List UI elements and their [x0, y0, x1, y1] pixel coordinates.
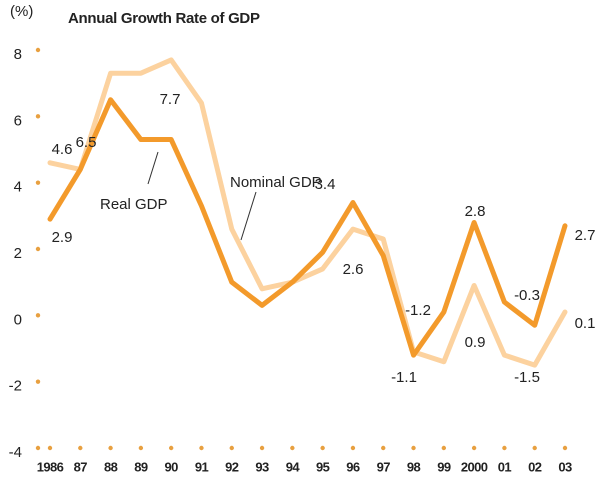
x-tick-label: 94 [286, 459, 301, 474]
y-unit: (%) [10, 3, 33, 20]
x-tick-label: 1986 [37, 459, 64, 474]
data-label: -1.5 [514, 369, 540, 386]
x-tick-label: 95 [316, 459, 330, 474]
x-tick-mark [320, 445, 325, 451]
data-label: 2.8 [465, 203, 486, 220]
x-tick-mark [199, 445, 204, 451]
x-tick-label: 03 [558, 459, 572, 474]
x-tick-label: 89 [134, 459, 148, 474]
y-tick-mark [35, 114, 41, 119]
chart-title: Annual Growth Rate of GDP [68, 10, 260, 27]
x-tick-label: 02 [528, 459, 542, 474]
x-tick-mark [502, 445, 507, 451]
x-tick-mark [532, 445, 537, 451]
y-tick-label: -2 [9, 378, 22, 395]
series-line [47, 57, 568, 368]
x-tick-label: 88 [104, 459, 118, 474]
x-tick-label: 99 [437, 459, 451, 474]
x-tick-label: 87 [74, 459, 88, 474]
data-label: -1.2 [405, 302, 431, 319]
x-tick-label: 98 [407, 459, 421, 474]
data-label: -1.1 [391, 369, 417, 386]
x-tick-mark [108, 445, 113, 451]
y-tick-mark [35, 313, 41, 318]
x-tick-mark [229, 445, 234, 451]
data-label: 0.9 [465, 334, 486, 351]
data-label: 4.6 [52, 141, 73, 158]
data-label: 2.7 [575, 227, 596, 244]
y-tick-label: 6 [14, 112, 22, 129]
x-tick-mark [290, 445, 295, 451]
x-tick-mark [411, 445, 416, 451]
data-label: 2.9 [52, 229, 73, 246]
y-tick-mark [35, 47, 41, 53]
x-tick-label: 91 [195, 459, 209, 474]
x-tick-mark [381, 445, 386, 451]
y-tick-mark [35, 379, 41, 384]
data-label: 0.1 [575, 315, 596, 332]
y-tick-mark [35, 246, 41, 252]
data-label: 7.7 [160, 91, 181, 108]
data-label: 3.4 [315, 176, 336, 193]
series-name: Real GDP [100, 196, 168, 213]
y-tick-label: -4 [9, 444, 22, 461]
x-tick-mark [78, 445, 83, 451]
x-tick-mark [471, 445, 477, 451]
x-tick-label: 93 [255, 459, 269, 474]
x-tick-label: 01 [498, 459, 512, 474]
y-tick-mark [35, 180, 41, 185]
series-name: Nominal GDP [230, 174, 322, 191]
y-tick-label: 0 [14, 311, 22, 328]
x-tick-mark [47, 445, 53, 451]
x-tick-mark [138, 445, 144, 451]
x-tick-label: 96 [346, 459, 360, 474]
data-label: 2.6 [343, 261, 364, 278]
series-line [47, 97, 568, 358]
x-tick-label: 90 [165, 459, 179, 474]
x-tick-mark [259, 445, 265, 451]
nominal-leader [240, 191, 257, 241]
data-label: -0.3 [514, 287, 540, 304]
x-tick-label: 97 [377, 459, 391, 474]
x-tick-mark [168, 445, 174, 451]
y-tick-label: 4 [14, 179, 22, 196]
data-label: 6.5 [76, 134, 97, 151]
x-tick-mark [441, 445, 447, 451]
x-tick-mark [562, 445, 568, 451]
x-tick-mark [350, 445, 356, 451]
y-tick-label: 8 [14, 46, 22, 63]
y-tick-mark [35, 445, 41, 451]
x-tick-label: 2000 [461, 459, 488, 474]
real-leader [147, 151, 159, 185]
y-tick-label: 2 [14, 245, 22, 262]
x-tick-label: 92 [225, 459, 239, 474]
